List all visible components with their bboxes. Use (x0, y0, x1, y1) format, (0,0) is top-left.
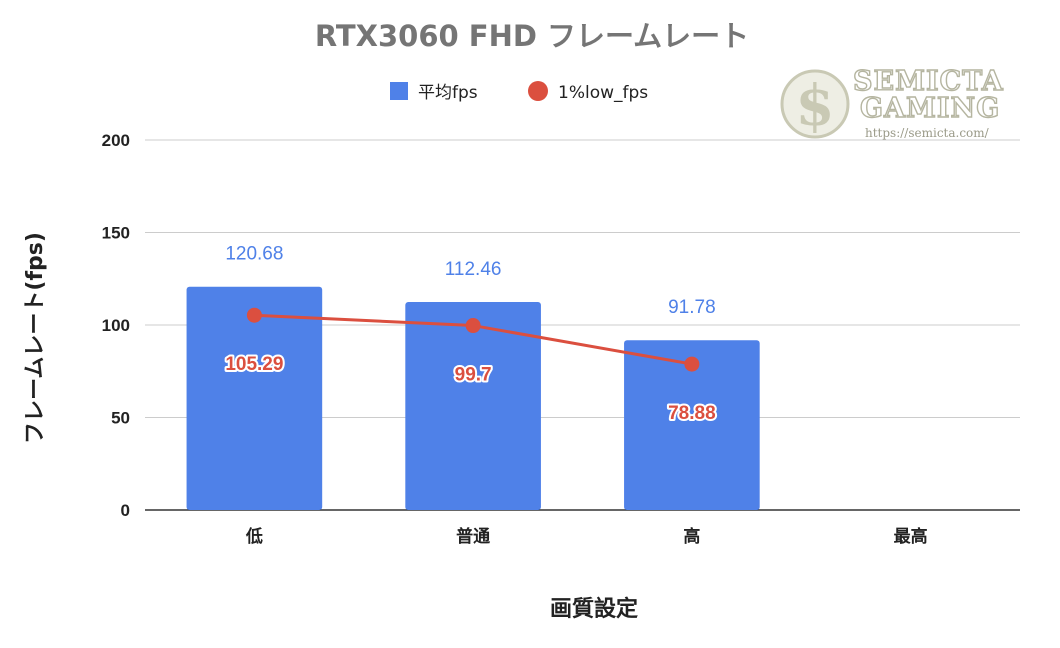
y-tick-label: 0 (121, 501, 130, 520)
legend-swatch-line (528, 81, 548, 101)
y-tick-label: 150 (102, 224, 130, 243)
bar-series (186, 286, 760, 510)
line-point (246, 307, 262, 323)
x-tick-label: 低 (245, 526, 263, 547)
line-point (684, 356, 700, 372)
x-axis-categories: 低 普通 高 最高 (245, 526, 928, 547)
x-tick-label: 普通 (456, 526, 490, 547)
bar (405, 301, 541, 510)
bar-value-label: 91.78 (668, 297, 716, 318)
legend: 平均fps 1%low_fps (390, 81, 648, 103)
bar (624, 340, 760, 510)
x-tick-label: 最高 (894, 526, 928, 547)
line-value-label: 99.7 (455, 365, 492, 386)
legend-label-bar: 平均fps (418, 83, 478, 103)
y-tick-label: 200 (102, 131, 130, 150)
legend-swatch-bar (390, 82, 408, 100)
data-labels: 120.68 112.46 91.78 105.29 99.7 78.88 (223, 244, 717, 426)
y-tick-label: 50 (111, 409, 130, 428)
bar-value-label: 112.46 (445, 259, 502, 280)
y-axis-ticks: 0 50 100 150 200 (102, 131, 130, 520)
line-series (246, 307, 700, 372)
y-tick-label: 100 (102, 316, 130, 335)
line-value-label: 78.88 (668, 403, 716, 424)
watermark-coin-icon (780, 69, 850, 139)
watermark-line1: SEMICTA (853, 66, 1004, 97)
x-axis-label: 画質設定 (550, 596, 638, 622)
x-tick-label: 高 (683, 526, 700, 547)
line-value-label: 105.29 (225, 354, 283, 375)
bar (186, 286, 323, 510)
bar-value-label: 120.68 (225, 244, 283, 265)
watermark-coin-glyph: $ (796, 73, 835, 139)
legend-label-line: 1%low_fps (558, 83, 648, 103)
watermark-line2: GAMING (860, 93, 1000, 124)
line-point (465, 318, 481, 334)
y-axis-label: フレームレート(fps) (23, 232, 48, 444)
chart-title: RTX3060 FHD フレームレート (315, 19, 749, 53)
watermark-logo: $ SEMICTA GAMING https://semicta.com/ (780, 65, 1004, 140)
watermark-url: https://semicta.com/ (865, 126, 990, 140)
